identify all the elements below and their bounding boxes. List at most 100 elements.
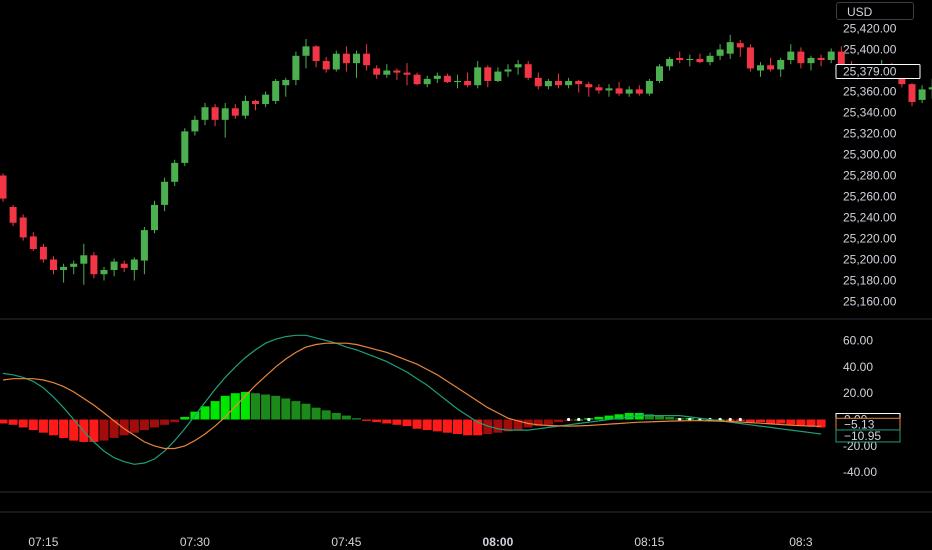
histogram-bar [463,419,473,436]
macd-value-label: −10.95 [844,429,881,443]
candle-body [565,81,573,86]
macd-tick-label: 20.00 [843,386,873,400]
candle-body [928,87,932,90]
price-tick-label: 25,240.00 [843,211,897,225]
histogram-bar [170,419,180,423]
macd-tick-label: 40.00 [843,360,873,374]
histogram-bar [210,401,220,420]
histogram-bar [0,419,8,424]
histogram-bar [604,415,614,420]
macd-lines [2,334,822,465]
candle-body [393,70,401,73]
candle-body [454,81,461,83]
candle-body [514,64,522,68]
candle-body [494,71,502,81]
candle-body [635,89,643,94]
candle-body [676,57,684,60]
histogram-bar [655,415,664,420]
candle-body [181,131,189,163]
histogram-bar [644,414,654,420]
candle-body [645,81,653,94]
candle-body [50,259,57,270]
last-price-badge [835,64,921,80]
candle-body [413,74,421,85]
histogram-bar [38,419,48,433]
histogram-bar [473,419,483,436]
candle-body [837,51,845,66]
histogram-bar [291,401,301,420]
candle-body [544,81,552,87]
histogram-bar [402,419,412,427]
candle-body [151,204,158,231]
candle-body [322,61,330,70]
candle-body [29,236,37,249]
histogram-bar [634,412,644,420]
price-tick-label: 25,400.00 [843,43,897,57]
price-tick-label: 25,280.00 [843,169,897,183]
candle-body [221,108,229,120]
histogram-bar [554,419,563,423]
candle-body [716,49,724,56]
price-tick-label: 25,180.00 [843,274,897,288]
histogram-bar [200,406,210,420]
histogram-bar [614,414,624,420]
histogram-bar [129,419,139,433]
candle-body [332,53,340,70]
price-tick-label: 25,420.00 [843,22,897,36]
histogram-bar [756,419,765,423]
time-tick-label: 08:15 [634,535,664,549]
histogram-bar [776,419,786,424]
time-tick-label: 07:15 [28,535,58,549]
histogram-bar [806,419,816,427]
histogram-bar [796,419,806,427]
candle-body [231,108,239,116]
histogram-bar [220,395,230,420]
histogram-bar [311,407,321,420]
histogram-bar [150,419,159,428]
candle-body [464,81,472,86]
candle-body [120,263,128,268]
candle-body [817,57,825,60]
histogram-bar [533,419,543,427]
macd-line [2,334,822,465]
time-tick-label: 08:3 [789,535,813,549]
candle-body [524,64,532,78]
currency-button[interactable]: USD [836,2,914,20]
candle-body [797,51,805,64]
candle-body [262,94,270,105]
candle-body [686,58,694,60]
candle-body [575,81,583,85]
histogram-bar [69,419,79,441]
time-tick-label: 07:30 [180,535,210,549]
candle-body [423,78,431,85]
candle-body [595,87,603,91]
candle-body [746,47,754,69]
price-tick-label: 25,160.00 [843,295,897,309]
histogram-bar [261,394,271,420]
candle-body [777,60,785,70]
macd-value-badge [835,429,901,443]
candle-body [241,100,249,116]
candle-body [342,53,350,64]
candle-body [726,42,734,54]
candle-body [908,84,916,102]
candle-body [80,255,88,264]
candle-body [211,107,219,120]
histogram-bar [665,416,675,420]
price-tick-label: 25,260.00 [843,190,897,204]
histogram-bar [372,419,382,423]
histogram-bar [624,412,634,420]
candle-body [504,69,512,72]
histogram-bar [352,418,361,420]
time-tick-label: 08:00 [483,535,514,549]
candle-body [191,119,199,132]
candle-body [19,217,27,238]
macd-value-label: −5.13 [844,417,875,431]
histogram-bar [392,419,402,425]
histogram-bar [816,419,826,428]
candle-body [807,57,815,64]
pane-separators [0,318,932,513]
histogram-bar [422,419,432,431]
macd-histogram [0,391,826,442]
